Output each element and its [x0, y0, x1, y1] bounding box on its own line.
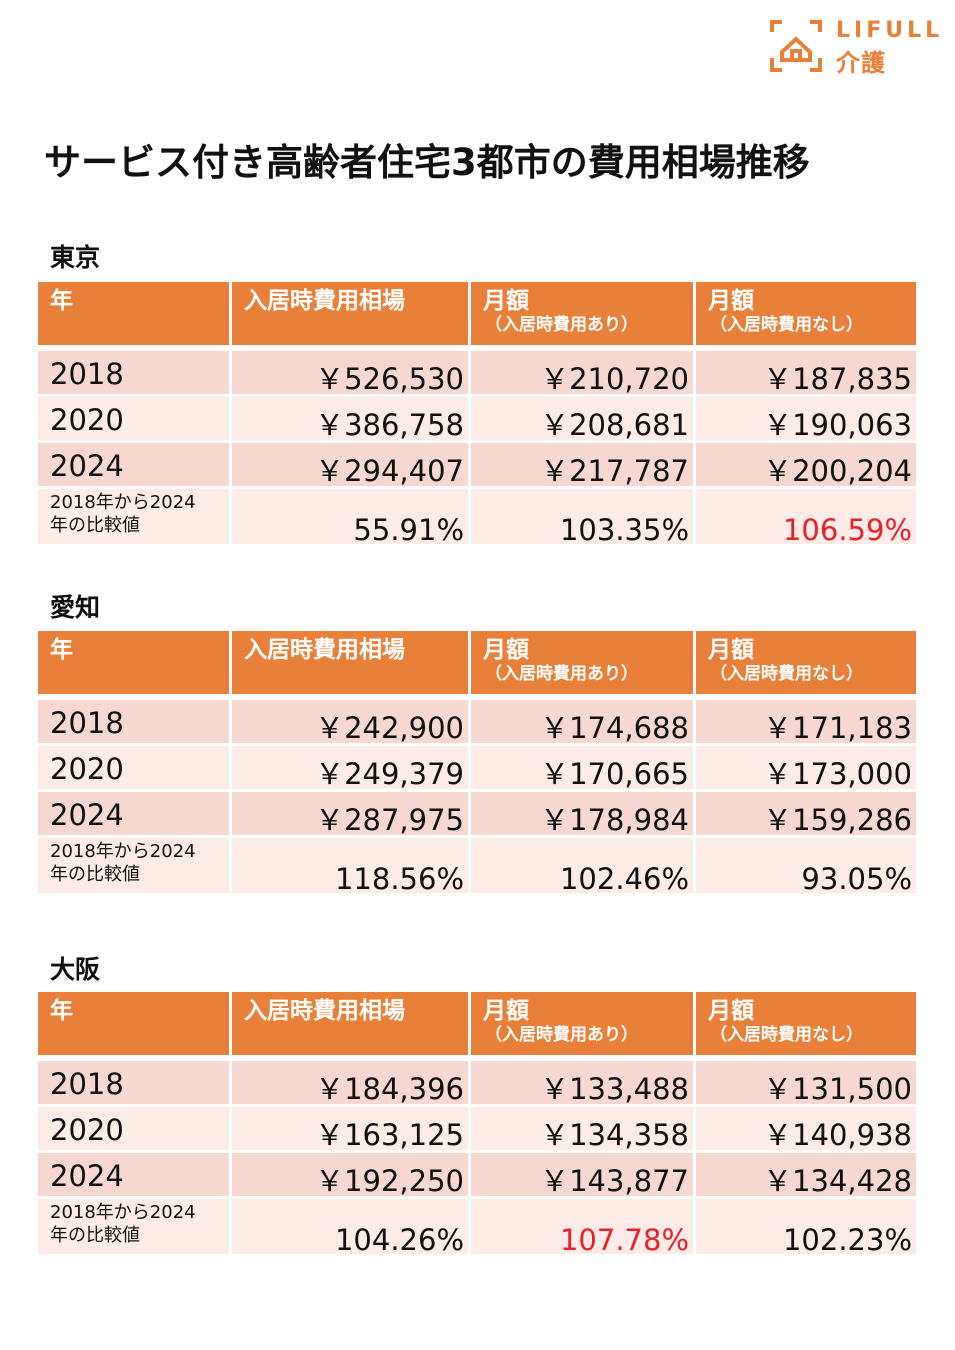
cell-year: 2018 [38, 700, 232, 746]
cell-initial: ￥287,975 [232, 792, 471, 838]
cell-initial: ￥192,250 [232, 1153, 471, 1199]
cell-year: 2020 [38, 1107, 232, 1153]
table-osaka: 年 入居時費用相場 月額 （入居時費用あり） 月額 （入居時費用なし） 2018 ￥… [38, 992, 916, 1257]
compare-monthly-with: 103.35% [471, 489, 696, 547]
cell-initial: ￥184,396 [232, 1061, 471, 1107]
table-header: 年 入居時費用相場 月額 （入居時費用あり） 月額 （入居時費用なし） [38, 631, 916, 697]
header-monthly-without: 月額 （入居時費用なし） [696, 992, 916, 1058]
cell-monthly-without: ￥190,063 [696, 397, 916, 443]
header-year: 年 [38, 992, 232, 1058]
cell-monthly-with: ￥208,681 [471, 397, 696, 443]
header-year: 年 [38, 631, 232, 697]
cell-year: 2020 [38, 397, 232, 443]
compare-initial: 104.26% [232, 1199, 471, 1257]
cell-monthly-with: ￥174,688 [471, 700, 696, 746]
section-label-osaka: 大阪 [50, 955, 101, 984]
cell-monthly-with: ￥170,665 [471, 746, 696, 792]
compare-monthly-without: 106.59% [696, 489, 916, 547]
cell-monthly-with: ￥143,877 [471, 1153, 696, 1199]
compare-row: 2018年から2024 年の比較値 104.26% 107.78% 102.23% [38, 1199, 916, 1257]
cell-year: 2024 [38, 443, 232, 489]
cell-monthly-without: ￥134,428 [696, 1153, 916, 1199]
compare-label: 2018年から2024 年の比較値 [38, 1199, 232, 1257]
table-row: 2018 ￥526,530 ￥210,720 ￥187,835 [38, 351, 916, 397]
table-row: 2018 ￥242,900 ￥174,688 ￥171,183 [38, 700, 916, 746]
cell-monthly-with: ￥134,358 [471, 1107, 696, 1153]
table-row: 2024 ￥192,250 ￥143,877 ￥134,428 [38, 1153, 916, 1199]
cell-monthly-without: ￥173,000 [696, 746, 916, 792]
cell-initial: ￥163,125 [232, 1107, 471, 1153]
table-header: 年 入居時費用相場 月額 （入居時費用あり） 月額 （入居時費用なし） [38, 282, 916, 348]
header-monthly-with: 月額 （入居時費用あり） [471, 631, 696, 697]
brand-name: LIFULL [836, 18, 944, 43]
house-logo-icon [770, 20, 822, 72]
compare-initial: 118.56% [232, 838, 471, 896]
brand-sub: 介護 [836, 49, 886, 77]
table-aichi: 年 入居時費用相場 月額 （入居時費用あり） 月額 （入居時費用なし） 2018 ￥… [38, 631, 916, 896]
brand-logo: LIFULL 介護 [768, 18, 939, 77]
cell-initial: ￥526,530 [232, 351, 471, 397]
header-initial: 入居時費用相場 [232, 631, 471, 697]
cell-monthly-with: ￥217,787 [471, 443, 696, 489]
cell-year: 2024 [38, 792, 232, 838]
table-row: 2018 ￥184,396 ￥133,488 ￥131,500 [38, 1061, 916, 1107]
table-row: 2024 ￥287,975 ￥178,984 ￥159,286 [38, 792, 916, 838]
cell-monthly-with: ￥210,720 [471, 351, 696, 397]
compare-monthly-with: 107.78% [471, 1199, 696, 1257]
header-monthly-without: 月額 （入居時費用なし） [696, 282, 916, 348]
header-initial: 入居時費用相場 [232, 992, 471, 1058]
table-header: 年 入居時費用相場 月額 （入居時費用あり） 月額 （入居時費用なし） [38, 992, 916, 1058]
page-title: サービス付き高齢者住宅3都市の費用相場推移 [44, 141, 810, 184]
section-label-aichi: 愛知 [50, 593, 101, 622]
table-tokyo: 年 入居時費用相場 月額 （入居時費用あり） 月額 （入居時費用なし） 2018 ￥… [38, 282, 916, 547]
compare-monthly-with: 102.46% [471, 838, 696, 896]
header-monthly-without: 月額 （入居時費用なし） [696, 631, 916, 697]
header-monthly-with: 月額 （入居時費用あり） [471, 992, 696, 1058]
cell-initial: ￥294,407 [232, 443, 471, 489]
cell-monthly-with: ￥133,488 [471, 1061, 696, 1107]
compare-label: 2018年から2024 年の比較値 [38, 489, 232, 547]
compare-monthly-without: 102.23% [696, 1199, 916, 1257]
cell-monthly-without: ￥200,204 [696, 443, 916, 489]
cell-monthly-without: ￥159,286 [696, 792, 916, 838]
compare-monthly-without: 93.05% [696, 838, 916, 896]
cell-initial: ￥242,900 [232, 700, 471, 746]
header-year: 年 [38, 282, 232, 348]
cell-monthly-with: ￥178,984 [471, 792, 696, 838]
cell-monthly-without: ￥187,835 [696, 351, 916, 397]
compare-label: 2018年から2024 年の比較値 [38, 838, 232, 896]
header-monthly-with: 月額 （入居時費用あり） [471, 282, 696, 348]
compare-row: 2018年から2024 年の比較値 55.91% 103.35% 106.59% [38, 489, 916, 547]
cell-year: 2018 [38, 1061, 232, 1107]
table-row: 2024 ￥294,407 ￥217,787 ￥200,204 [38, 443, 916, 489]
table-row: 2020 ￥386,758 ￥208,681 ￥190,063 [38, 397, 916, 443]
cell-initial: ￥386,758 [232, 397, 471, 443]
table-row: 2020 ￥249,379 ￥170,665 ￥173,000 [38, 746, 916, 792]
cell-initial: ￥249,379 [232, 746, 471, 792]
cell-year: 2020 [38, 746, 232, 792]
cell-monthly-without: ￥140,938 [696, 1107, 916, 1153]
compare-initial: 55.91% [232, 489, 471, 547]
cell-monthly-without: ￥171,183 [696, 700, 916, 746]
cell-year: 2024 [38, 1153, 232, 1199]
compare-row: 2018年から2024 年の比較値 118.56% 102.46% 93.05% [38, 838, 916, 896]
table-row: 2020 ￥163,125 ￥134,358 ￥140,938 [38, 1107, 916, 1153]
header-initial: 入居時費用相場 [232, 282, 471, 348]
cell-monthly-without: ￥131,500 [696, 1061, 916, 1107]
section-label-tokyo: 東京 [50, 243, 101, 272]
cell-year: 2018 [38, 351, 232, 397]
